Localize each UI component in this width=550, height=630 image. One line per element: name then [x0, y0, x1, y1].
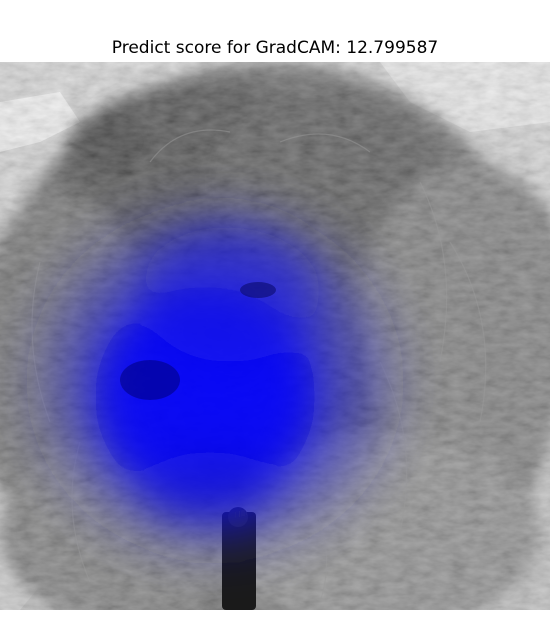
gradcam-heatmap: [15, 192, 415, 572]
dog-nose: [120, 360, 180, 400]
figure-title: Predict score for GradCAM: 12.799587: [111, 38, 439, 58]
dog-eye: [240, 282, 276, 298]
gradcam-image: [0, 62, 550, 610]
